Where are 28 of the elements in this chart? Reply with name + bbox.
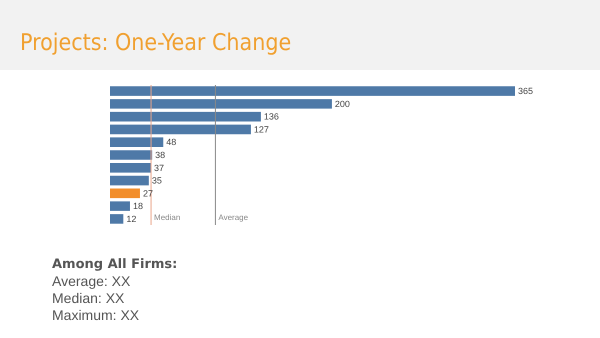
data-label: 38 — [155, 150, 166, 160]
data-label: 200 — [334, 98, 350, 109]
text: Average: XX — [52, 273, 132, 290]
data-label: 12 — [126, 214, 136, 224]
bar — [110, 214, 124, 224]
data-label: 18 — [132, 201, 143, 212]
bar — [110, 99, 332, 109]
data-label: 127 — [254, 124, 269, 134]
chart-title: Projects: One-Year Change — [20, 30, 292, 56]
data-label: 37 — [154, 162, 164, 173]
bar — [110, 162, 152, 173]
ref-line-label: Median — [154, 213, 180, 222]
text: Among All Firms: — [52, 256, 178, 273]
bar — [110, 176, 149, 186]
ref-line-label: Average — [218, 213, 249, 222]
bar — [110, 188, 140, 198]
data-label: 365 — [518, 86, 534, 96]
bar — [110, 150, 152, 160]
bar — [110, 112, 261, 122]
text: Median: XX — [52, 290, 126, 307]
data-label: 48 — [166, 137, 176, 148]
bar — [110, 201, 130, 211]
data-label: 136 — [264, 112, 279, 122]
text: Maximum: XX — [52, 307, 140, 324]
bar — [110, 137, 164, 148]
bar — [110, 124, 251, 134]
bar — [110, 86, 515, 96]
data-label: 35 — [152, 176, 162, 186]
